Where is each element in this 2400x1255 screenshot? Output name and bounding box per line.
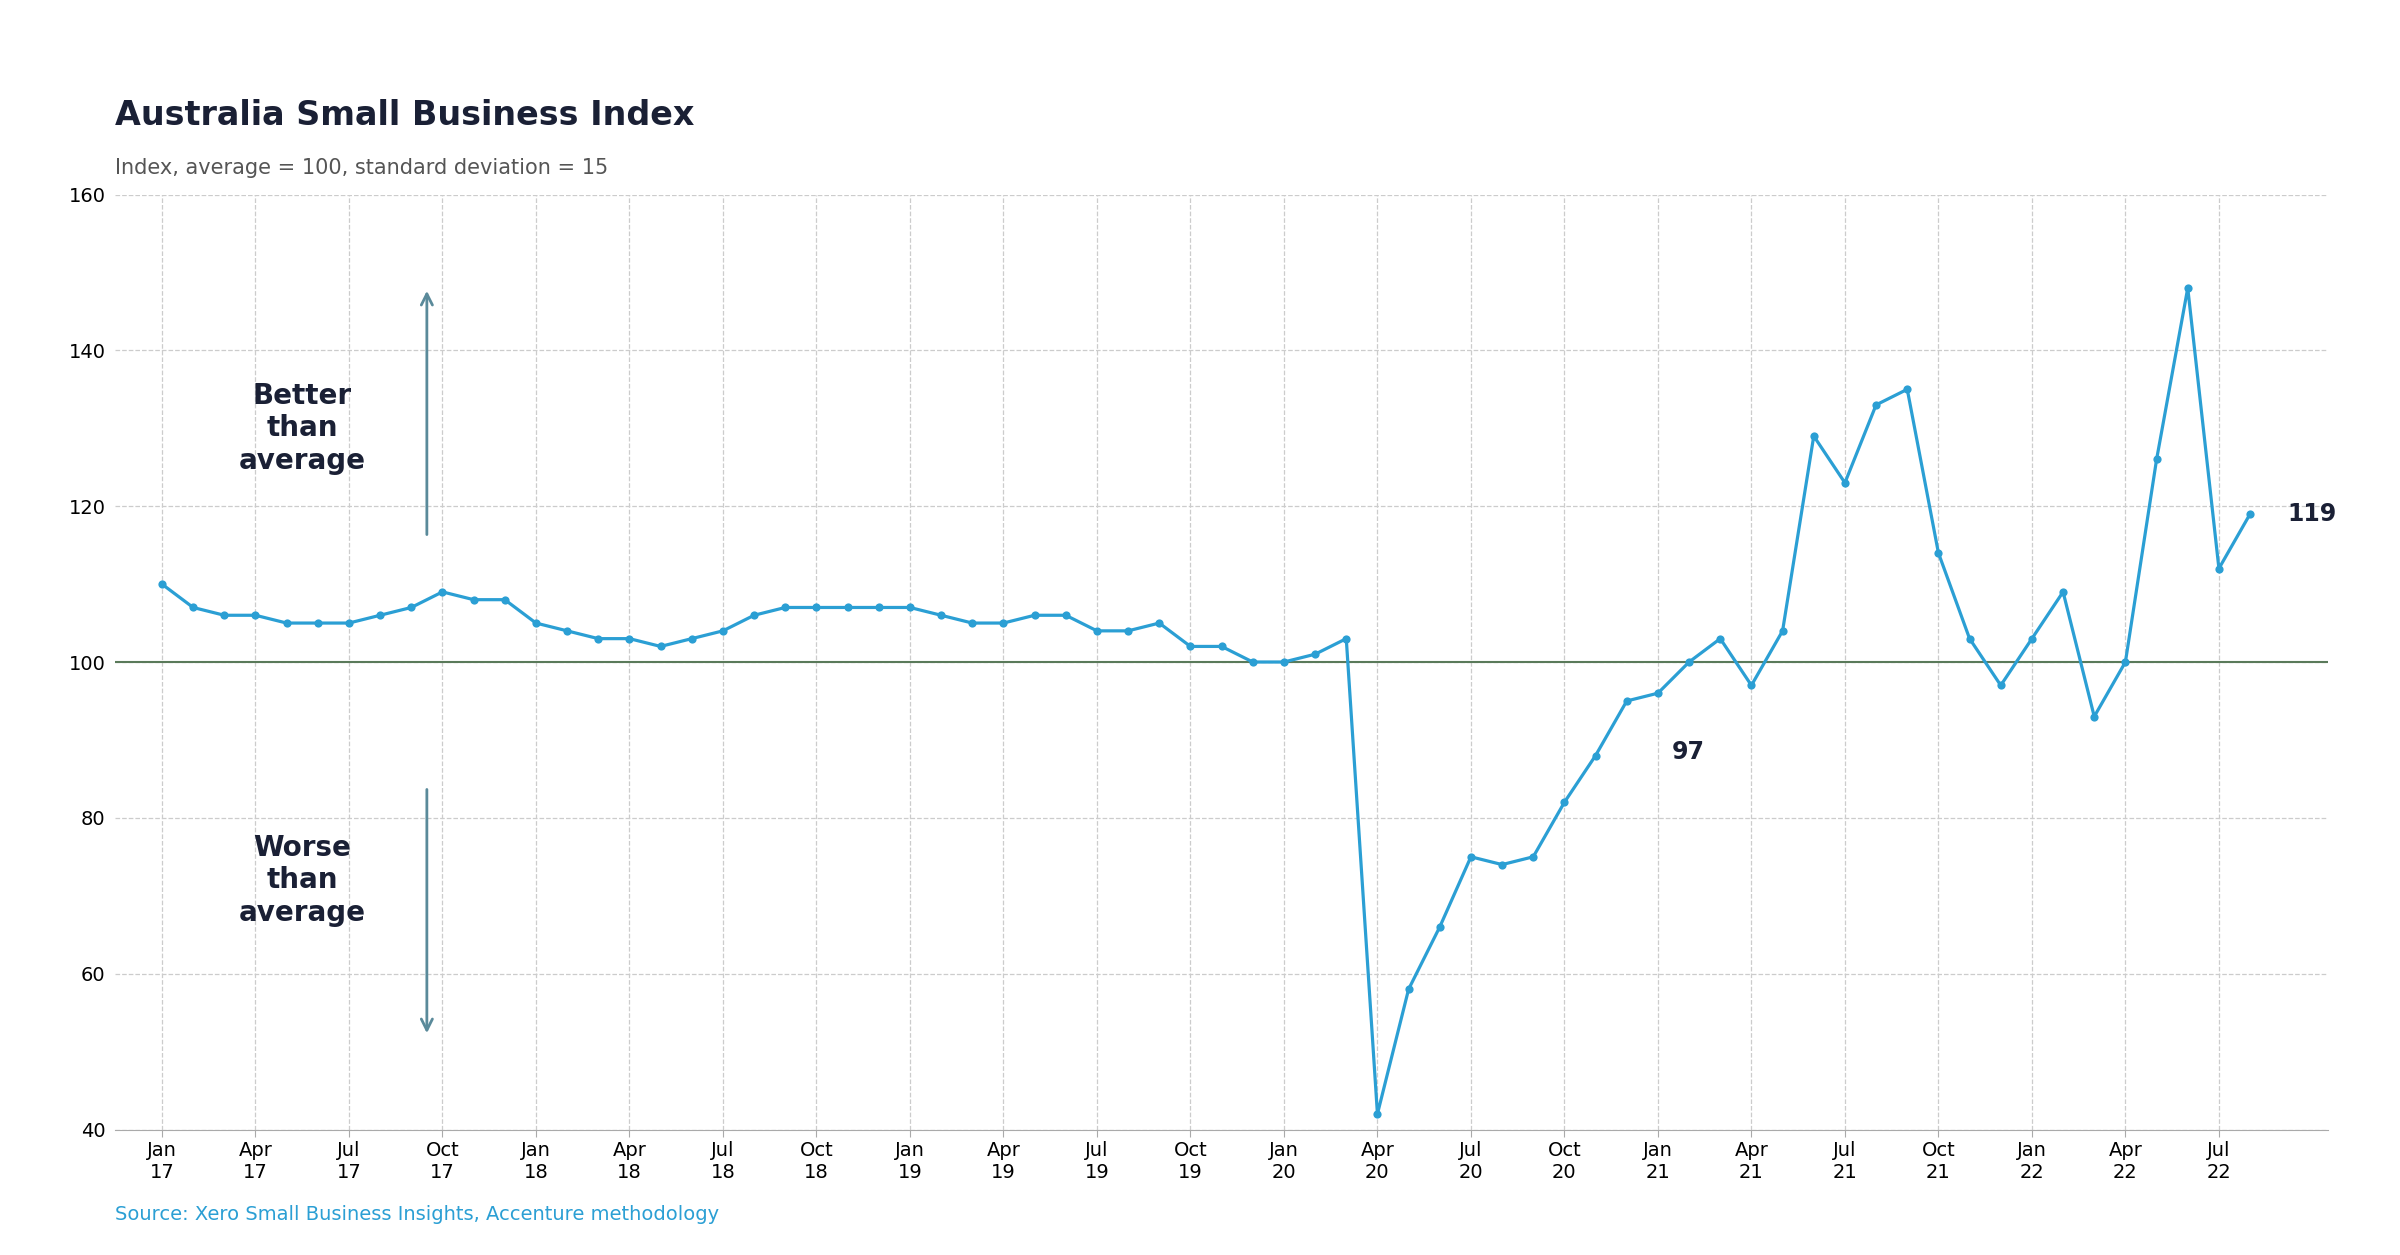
Point [485, 590, 523, 610]
Point [329, 612, 367, 633]
Point [1265, 653, 1303, 673]
Point [2138, 449, 2177, 469]
Point [1577, 745, 1615, 766]
Point [1764, 621, 1802, 641]
Text: Worse
than
average: Worse than average [238, 833, 365, 926]
Point [1670, 653, 1709, 673]
Point [641, 636, 679, 656]
Point [672, 629, 710, 649]
Point [1015, 605, 1054, 625]
Point [1109, 621, 1147, 641]
Point [766, 597, 804, 617]
Point [984, 612, 1022, 633]
Point [1171, 636, 1210, 656]
Point [1046, 605, 1085, 625]
Point [235, 605, 274, 625]
Point [797, 597, 835, 617]
Point [1608, 692, 1646, 712]
Point [547, 621, 586, 641]
Point [1982, 675, 2021, 695]
Point [734, 605, 773, 625]
Point [1421, 917, 1459, 937]
Point [391, 597, 430, 617]
Point [1358, 1104, 1397, 1124]
Point [1546, 792, 1584, 812]
Point [1951, 629, 1990, 649]
Point [2170, 279, 2208, 299]
Text: 97: 97 [1673, 740, 1704, 764]
Point [454, 590, 492, 610]
Point [1234, 653, 1272, 673]
Point [1327, 629, 1366, 649]
Point [2076, 707, 2114, 727]
Point [1296, 644, 1334, 664]
Point [1483, 855, 1522, 875]
Point [703, 621, 742, 641]
Point [1514, 847, 1553, 867]
Point [2232, 505, 2270, 525]
Point [1920, 543, 1958, 563]
Point [298, 612, 336, 633]
Point [1390, 979, 1428, 999]
Text: 119: 119 [2287, 502, 2338, 526]
Point [1889, 379, 1927, 399]
Point [422, 582, 461, 602]
Point [1140, 612, 1178, 633]
Text: Better
than
average: Better than average [238, 382, 365, 474]
Text: Index, average = 100, standard deviation = 15: Index, average = 100, standard deviation… [115, 158, 610, 178]
Point [173, 597, 211, 617]
Point [1702, 629, 1740, 649]
Point [1733, 675, 1771, 695]
Point [266, 612, 305, 633]
Point [360, 605, 398, 625]
Point [204, 605, 242, 625]
Point [2201, 558, 2239, 579]
Point [516, 612, 554, 633]
Point [1452, 847, 1490, 867]
Point [828, 597, 866, 617]
Point [578, 629, 617, 649]
Point [922, 605, 960, 625]
Point [1795, 425, 1834, 446]
Text: Australia Small Business Index: Australia Small Business Index [115, 99, 694, 132]
Point [2107, 653, 2146, 673]
Point [142, 574, 180, 594]
Point [1826, 473, 1865, 493]
Point [2045, 582, 2083, 602]
Point [610, 629, 648, 649]
Point [1858, 395, 1896, 415]
Point [890, 597, 929, 617]
Text: Source: Xero Small Business Insights, Accenture methodology: Source: Xero Small Business Insights, Ac… [115, 1205, 720, 1224]
Point [1078, 621, 1116, 641]
Point [1639, 683, 1678, 703]
Point [1202, 636, 1241, 656]
Point [953, 612, 991, 633]
Point [859, 597, 898, 617]
Point [2014, 629, 2052, 649]
